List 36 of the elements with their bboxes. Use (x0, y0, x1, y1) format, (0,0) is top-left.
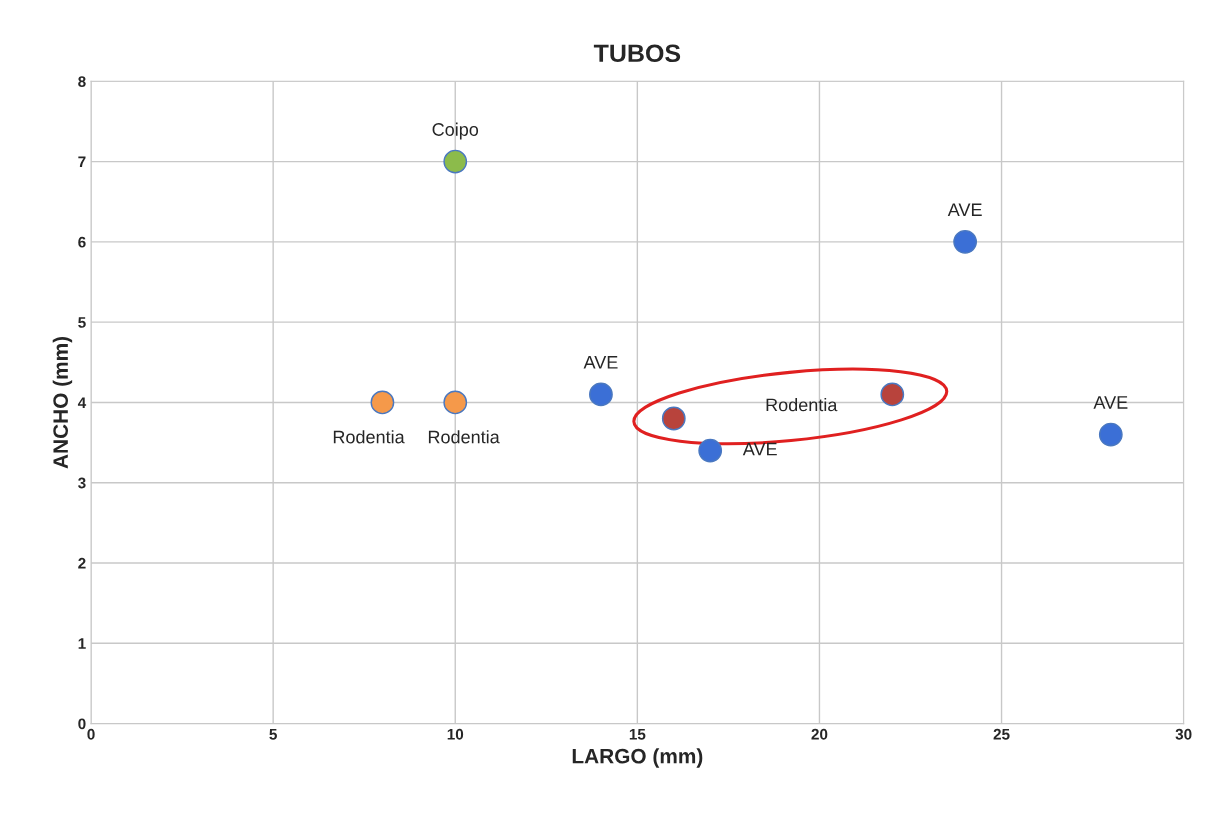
y-tick-label: 8 (78, 76, 86, 87)
y-tick-label: 6 (78, 236, 86, 248)
chart-title: TUBOS (593, 44, 681, 63)
point (880, 382, 905, 407)
annotation: AVE (583, 356, 618, 369)
x-tick-label: 0 (87, 728, 95, 740)
x-tick-label: 5 (269, 728, 277, 740)
point (370, 390, 395, 415)
point (661, 406, 686, 431)
y-tick-label: 7 (78, 156, 86, 168)
y-tick-label: 5 (78, 317, 86, 328)
annotation: Rodentia (766, 398, 838, 412)
y-axis-title: ANCHO (mm) (52, 336, 73, 469)
point (443, 390, 468, 415)
y-tick-label: 1 (78, 638, 86, 649)
annotation: Rodentia (428, 430, 500, 444)
point (953, 229, 978, 254)
x-tick-label: 20 (811, 728, 828, 740)
annotation: Rodentia (333, 430, 405, 444)
y-tick-label: 0 (78, 718, 86, 730)
x-tick-label: 10 (447, 728, 464, 740)
x-axis-title: LARGO (mm) (572, 748, 703, 768)
x-tick-label: 30 (1175, 728, 1192, 740)
x-tick-label: 25 (993, 728, 1010, 740)
point (443, 149, 468, 174)
annotation: AVE (1093, 396, 1128, 409)
y-tick-label: 4 (77, 397, 87, 408)
annotation: AVE (742, 442, 777, 456)
point (1098, 422, 1123, 447)
point (698, 438, 723, 463)
y-tick-label: 3 (78, 477, 86, 489)
annotation: Coipo (432, 122, 479, 140)
y-tick-label: 2 (78, 557, 86, 569)
x-tick-label: 15 (629, 728, 646, 740)
annotation: AVE (947, 203, 982, 216)
point (589, 382, 613, 407)
